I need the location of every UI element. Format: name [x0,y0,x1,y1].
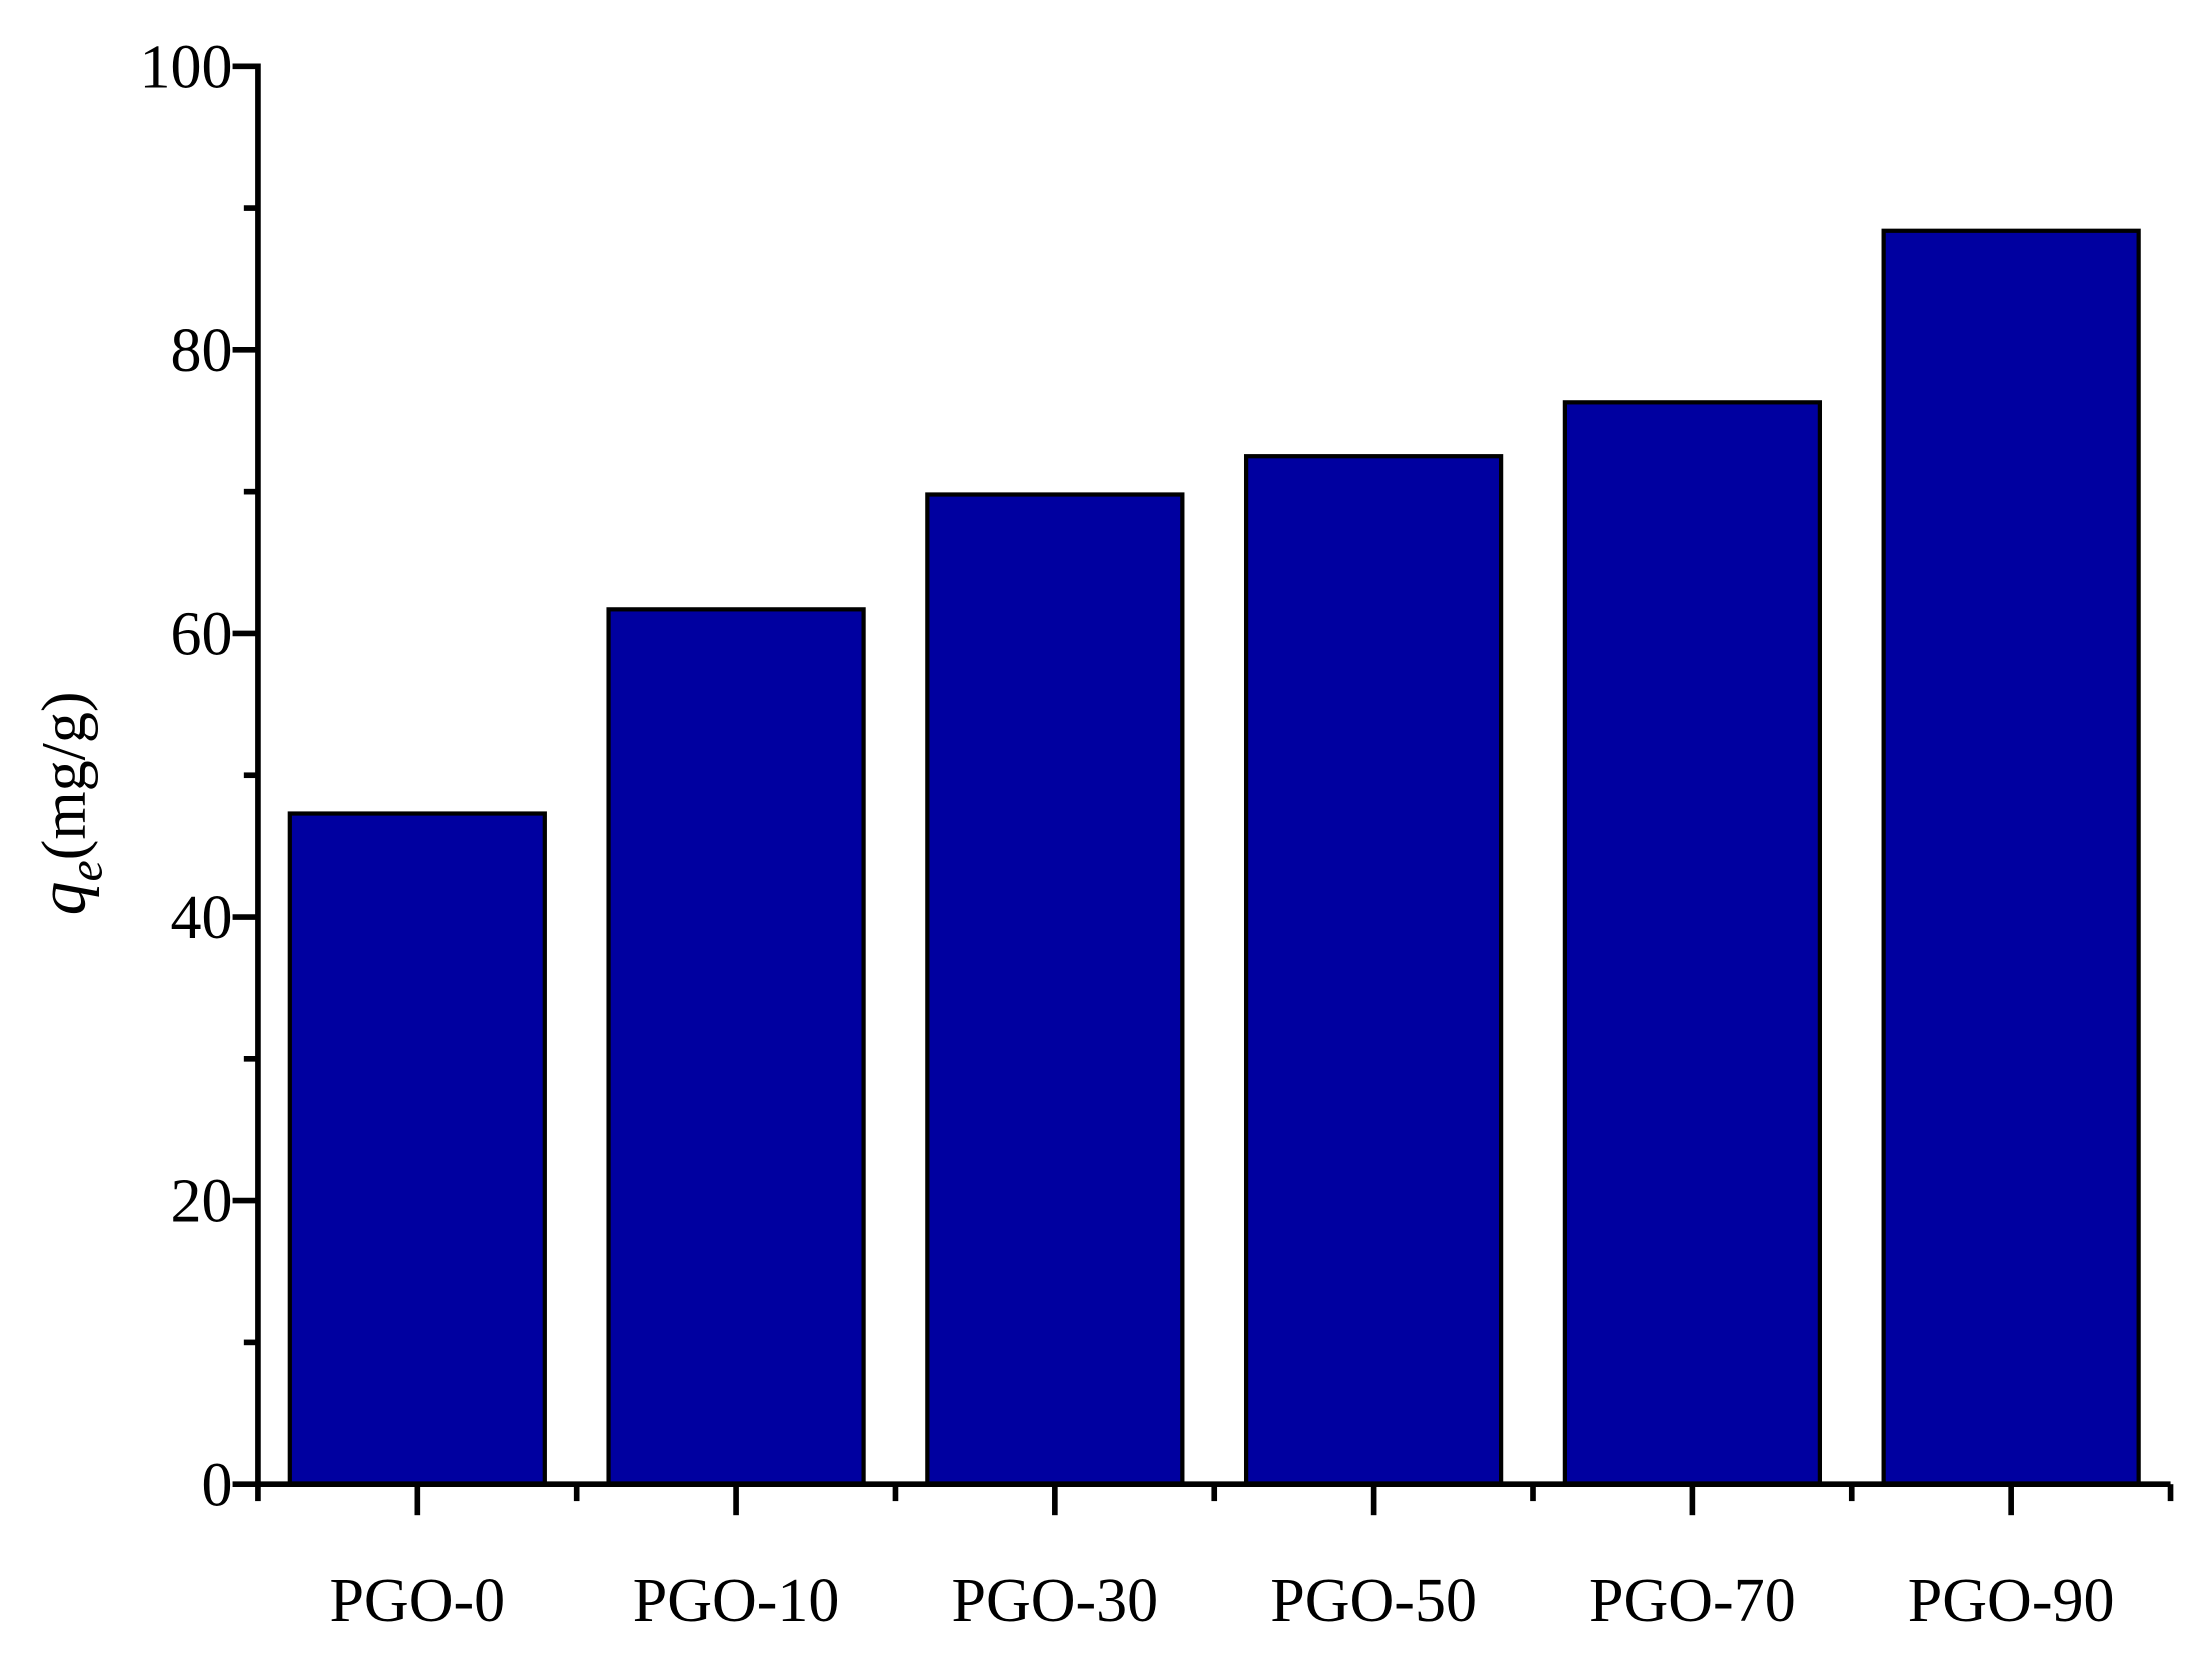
y-tick-label: 60 [171,601,233,669]
x-tick-label: PGO-90 [1908,1567,2115,1635]
bar [1562,400,1823,1487]
y-axis-label: qe(mg/g) [25,692,113,916]
x-tick-label: PGO-50 [1270,1567,1477,1635]
y-tick-label: 40 [171,884,233,952]
bar [1243,454,1504,1487]
y-tick-label: 0 [202,1451,233,1519]
x-tick-label: PGO-30 [952,1567,1159,1635]
x-tick-label: PGO-0 [329,1567,505,1635]
y-tick-label: 80 [171,317,233,385]
y-tick-label: 20 [171,1168,233,1236]
bar [1881,228,2141,1487]
x-tick-label: PGO-10 [633,1567,840,1635]
x-tick-label: PGO-70 [1589,1567,1796,1635]
bar [925,492,1185,1487]
bar [287,811,547,1487]
y-label-symbol: q [25,882,100,916]
bar [606,607,866,1487]
y-label-unit: (mg/g) [31,692,99,861]
y-label-subscript: e [59,860,112,881]
y-tick-label: 100 [140,33,233,101]
